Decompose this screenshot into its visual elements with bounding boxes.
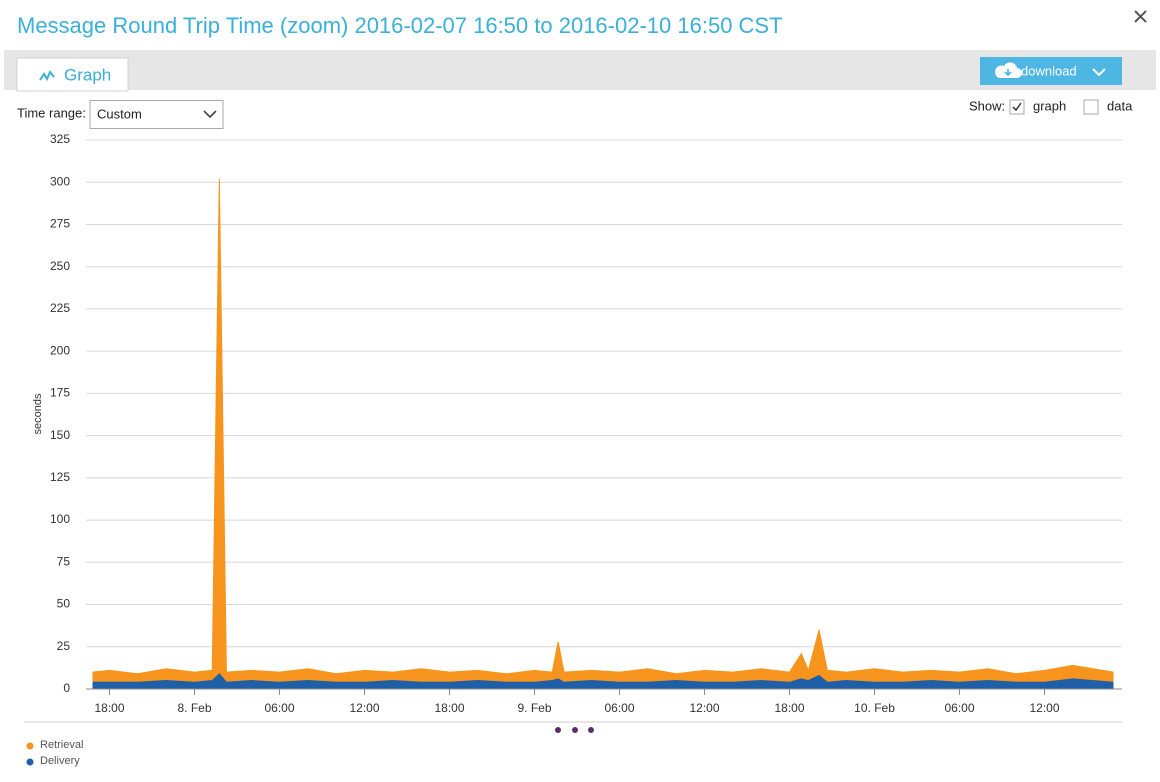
check-mark — [1012, 102, 1022, 112]
y-tick-label: 100 — [50, 512, 70, 526]
series-area — [92, 673, 1114, 690]
x-tick-label: 9. Feb — [518, 701, 552, 715]
select-arrow — [203, 110, 217, 119]
x-tick-label: 10. Feb — [854, 701, 895, 715]
x-tick-label: 8. Feb — [178, 701, 212, 715]
x-tick-label: 18:00 — [435, 701, 465, 715]
y-tick-label: 125 — [50, 470, 70, 484]
time-range-value: Custom — [97, 106, 142, 121]
y-tick-label: 275 — [50, 217, 70, 231]
y-tick-label: 25 — [57, 639, 71, 653]
close-button[interactable] — [1134, 10, 1147, 23]
dialog-title: Message Round Trip Time (zoom) 2016-02-0… — [17, 13, 783, 38]
y-tick-label: 175 — [50, 386, 70, 400]
pager-dot[interactable] — [572, 727, 578, 733]
cloud-arrow — [1004, 69, 1012, 77]
x-tick-label: 18:00 — [95, 701, 125, 715]
tab-bar — [4, 50, 1156, 90]
show-label: Show: — [969, 98, 1005, 113]
chevron — [1092, 68, 1106, 77]
x-tick-label: 06:00 — [605, 701, 635, 715]
show-option-label: graph — [1033, 98, 1066, 113]
pager-dot[interactable] — [555, 727, 561, 733]
x-tick-label: 12:00 — [350, 701, 380, 715]
pager-dot[interactable] — [588, 727, 594, 733]
legend-swatch[interactable] — [26, 758, 34, 766]
x-tick-label: 12:00 — [1030, 701, 1060, 715]
legend-label[interactable]: Retrieval — [40, 739, 83, 751]
x-tick-label: 18:00 — [775, 701, 805, 715]
y-tick-label: 75 — [57, 554, 71, 568]
tab-icon — [39, 70, 55, 82]
series-area — [92, 178, 1114, 690]
x-tick-label: 06:00 — [265, 701, 295, 715]
y-tick-label: 50 — [57, 597, 71, 611]
y-tick-label: 200 — [50, 343, 70, 357]
x-tick-label: 06:00 — [945, 701, 975, 715]
time-range-select[interactable] — [89, 100, 224, 129]
download-label: download — [1021, 63, 1077, 78]
y-tick-label: 150 — [50, 428, 70, 442]
show-option-label: data — [1107, 98, 1133, 113]
y-tick-label: 250 — [50, 259, 70, 273]
y-tick-label: 325 — [50, 132, 70, 146]
x-tick-label: 12:00 — [690, 701, 720, 715]
time-range-label: Time range: — [17, 105, 86, 120]
tab-label: Graph — [64, 65, 111, 84]
graph-tab[interactable] — [16, 57, 129, 92]
show-checkbox[interactable] — [1083, 99, 1099, 115]
legend-swatch[interactable] — [26, 742, 34, 750]
y-tick-label: 0 — [63, 681, 70, 695]
y-tick-label: 225 — [50, 301, 70, 315]
y-tick-label: 300 — [50, 174, 70, 188]
legend-label[interactable]: Delivery — [40, 755, 80, 767]
y-axis-label: seconds — [32, 393, 44, 434]
show-checkbox[interactable] — [1009, 99, 1025, 115]
